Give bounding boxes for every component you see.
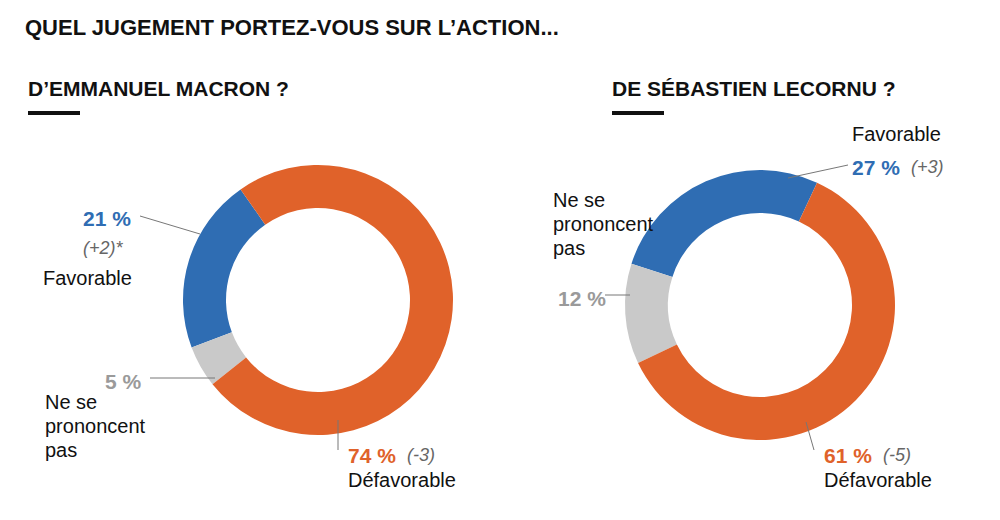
svg-text:5 %: 5 % xyxy=(105,370,142,393)
svg-text:DE SÉBASTIEN LECORNU ?: DE SÉBASTIEN LECORNU ? xyxy=(612,77,896,100)
svg-text:21 %: 21 % xyxy=(83,207,131,230)
svg-text:D’EMMANUEL MACRON ?: D’EMMANUEL MACRON ? xyxy=(28,77,289,100)
svg-text:27 %: 27 % xyxy=(852,156,900,179)
svg-text:pas: pas xyxy=(553,237,585,259)
svg-text:prononcent: prononcent xyxy=(553,213,654,235)
svg-text:Favorable: Favorable xyxy=(43,267,132,289)
svg-text:12 %: 12 % xyxy=(558,287,606,310)
svg-text:Défavorable: Défavorable xyxy=(824,469,932,491)
svg-text:74 %: 74 % xyxy=(348,444,396,467)
svg-text:Ne se: Ne se xyxy=(45,391,97,413)
svg-text:Ne se: Ne se xyxy=(553,189,605,211)
svg-text:(+2)*: (+2)* xyxy=(83,238,124,258)
svg-text:Favorable: Favorable xyxy=(852,123,941,145)
svg-text:QUEL JUGEMENT PORTEZ-VOUS SUR: QUEL JUGEMENT PORTEZ-VOUS SUR L’ACTION..… xyxy=(25,15,559,40)
svg-text:Défavorable: Défavorable xyxy=(348,469,456,491)
svg-text:(-3): (-3) xyxy=(407,445,435,465)
svg-text:61 %: 61 % xyxy=(824,444,872,467)
svg-text:prononcent: prononcent xyxy=(45,415,146,437)
svg-text:(+3): (+3) xyxy=(911,157,944,177)
svg-text:pas: pas xyxy=(45,439,77,461)
svg-text:(-5): (-5) xyxy=(883,445,911,465)
